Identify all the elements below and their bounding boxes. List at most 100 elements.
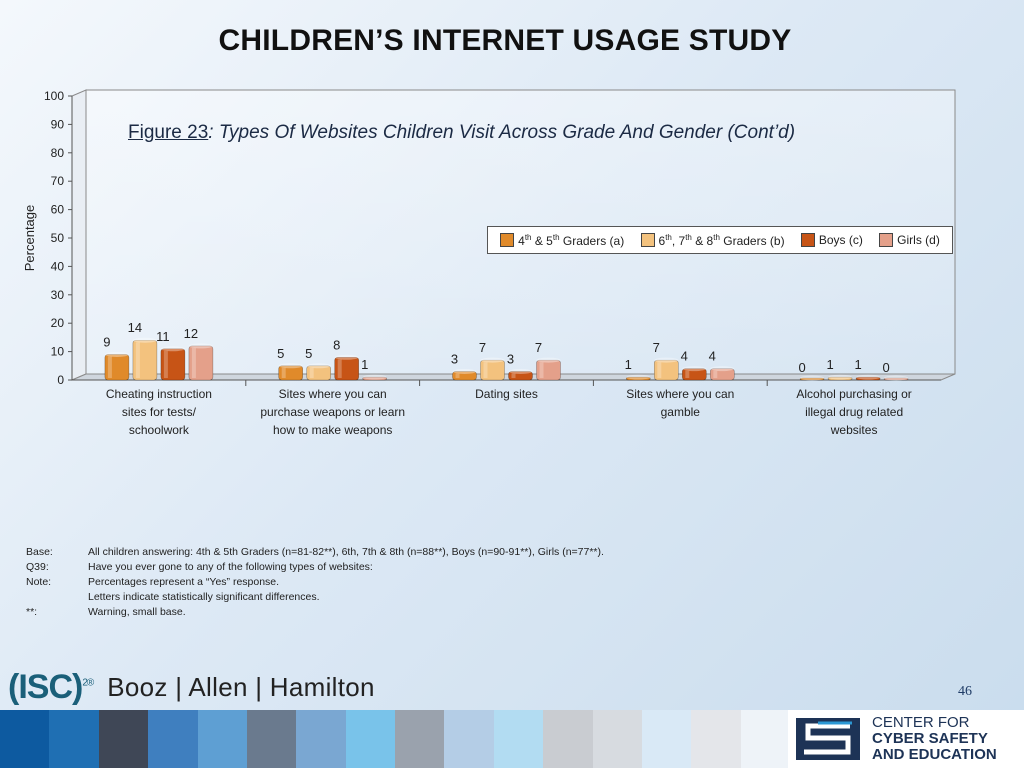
bar-cap [480, 357, 505, 363]
bar [132, 339, 158, 381]
y-tick-label: 10 [51, 345, 65, 359]
x-category-label-line: sites for tests/ [122, 405, 197, 419]
x-category-label-line: schoolwork [129, 423, 190, 437]
bar [625, 376, 651, 381]
figure-caption: : Types Of Websites Children Visit Acros… [208, 122, 796, 143]
legend-item-girls: Girls (d) [879, 233, 940, 247]
bar [480, 359, 505, 381]
bar-cap [800, 375, 825, 381]
bar-value-label: 5 [305, 346, 312, 361]
bar-value-label: 0 [798, 360, 805, 375]
bar-highlight [309, 367, 314, 378]
chart-notes: Base: All children answering: 4th & 5th … [26, 545, 604, 620]
bar-value-label: 7 [653, 340, 660, 355]
x-category-label-line: Sites where you can [626, 387, 734, 401]
bar-highlight [191, 347, 196, 378]
y-tick-label: 100 [44, 89, 64, 103]
bar-cap [452, 368, 477, 374]
bar [334, 356, 360, 381]
bar-value-label: 8 [333, 337, 340, 352]
bar-value-label: 12 [184, 326, 198, 341]
x-category-label-line: purchase weapons or learn [260, 405, 405, 419]
bar-cap [278, 363, 303, 369]
y-tick-label: 0 [57, 373, 64, 387]
bar-highlight [455, 373, 460, 378]
strip-block [493, 710, 544, 768]
x-category-label-line: Dating sites [475, 387, 538, 401]
x-category-label: Cheating instruction sites for tests/scho… [106, 387, 212, 437]
strip-block [296, 710, 346, 768]
ccse-mark-icon [796, 718, 860, 760]
bar-cap [710, 366, 735, 372]
bar-cap [132, 337, 157, 343]
legend-swatch-a [500, 233, 515, 247]
strip-block [444, 710, 494, 768]
bar [362, 376, 388, 381]
bar-cap [828, 374, 853, 380]
booz-allen-hamilton-logo: Booz | Allen | Hamilton [107, 672, 375, 702]
bar-cap [306, 363, 331, 369]
bar-value-label: 11 [156, 329, 170, 344]
strip-block [98, 710, 149, 768]
legend-item-grade-6-8: 6th, 7th & 8th Graders (b) [640, 233, 785, 248]
ccse-text: CENTER FOR CYBER SAFETY AND EDUCATION [872, 714, 997, 763]
legend-swatch-b [640, 233, 655, 247]
legend-label-c: Boys (c) [818, 233, 863, 247]
legend-swatch-d [879, 233, 894, 247]
y-tick-label: 20 [51, 316, 65, 330]
bar [452, 371, 477, 381]
note-note: Note: Percentages represent a “Yes” resp… [26, 576, 280, 588]
x-category-label: Dating sites [475, 387, 538, 401]
bar-value-label: 1 [361, 357, 368, 372]
strip-block [543, 710, 593, 768]
bar-cap [334, 354, 359, 360]
x-category-label-line: how to make weapons [273, 423, 392, 437]
x-category-label-line: Cheating instruction [106, 387, 212, 401]
y-tick-label: 30 [51, 288, 65, 302]
bar-value-label: 9 [103, 334, 110, 349]
x-category-label: Alcohol purchasing or illegal drug relate… [796, 387, 911, 437]
strip-block [49, 710, 99, 768]
bar-value-label: 4 [681, 349, 688, 364]
bar-cap [508, 368, 533, 374]
strip-block [148, 710, 198, 768]
x-category-label-line: illegal drug related [805, 405, 903, 419]
chart-legend: 4th & 5th Graders (a) 6th, 7th & 8th Gra… [487, 226, 953, 254]
bar-cap [856, 374, 881, 380]
bar-value-label: 1 [625, 357, 632, 372]
bar-value-label: 0 [882, 360, 889, 375]
bar [188, 345, 214, 381]
strip-block [395, 710, 445, 768]
bar-value-label: 7 [535, 340, 542, 355]
bar-highlight [657, 362, 662, 378]
x-category-label-line: Sites where you can [279, 387, 387, 401]
bar-highlight [511, 373, 516, 378]
bar-highlight [483, 362, 488, 378]
bar [508, 371, 533, 381]
bar-cap [654, 357, 679, 363]
bar [278, 365, 304, 381]
x-category-label-line: Alcohol purchasing or [796, 387, 911, 401]
note-base: Base: All children answering: 4th & 5th … [26, 546, 604, 558]
sponsor-logos: (ISC)2® Booz | Allen | Hamilton [8, 668, 375, 707]
bar-cap [682, 366, 707, 372]
x-category-label-line: websites [830, 423, 878, 437]
page-number: 46 [958, 684, 972, 699]
bar [681, 368, 707, 381]
bar [709, 368, 735, 381]
bar-cap [362, 374, 387, 380]
chart-side-wall [71, 89, 87, 381]
strip-block [691, 710, 741, 768]
bar-cap [626, 374, 651, 380]
y-tick-label: 90 [51, 117, 65, 131]
strip-block [345, 710, 395, 768]
y-tick-label: 80 [51, 146, 65, 160]
bar [883, 377, 909, 381]
y-tick-label: 60 [51, 203, 65, 217]
bar-value-label: 1 [826, 357, 833, 372]
figure-title: Figure 23: Types Of Websites Children Vi… [128, 122, 795, 144]
legend-label-d: Girls (d) [897, 233, 940, 247]
x-category-label: Sites where you can gamble [626, 387, 734, 419]
bar [653, 359, 679, 381]
strip-block [592, 710, 642, 768]
